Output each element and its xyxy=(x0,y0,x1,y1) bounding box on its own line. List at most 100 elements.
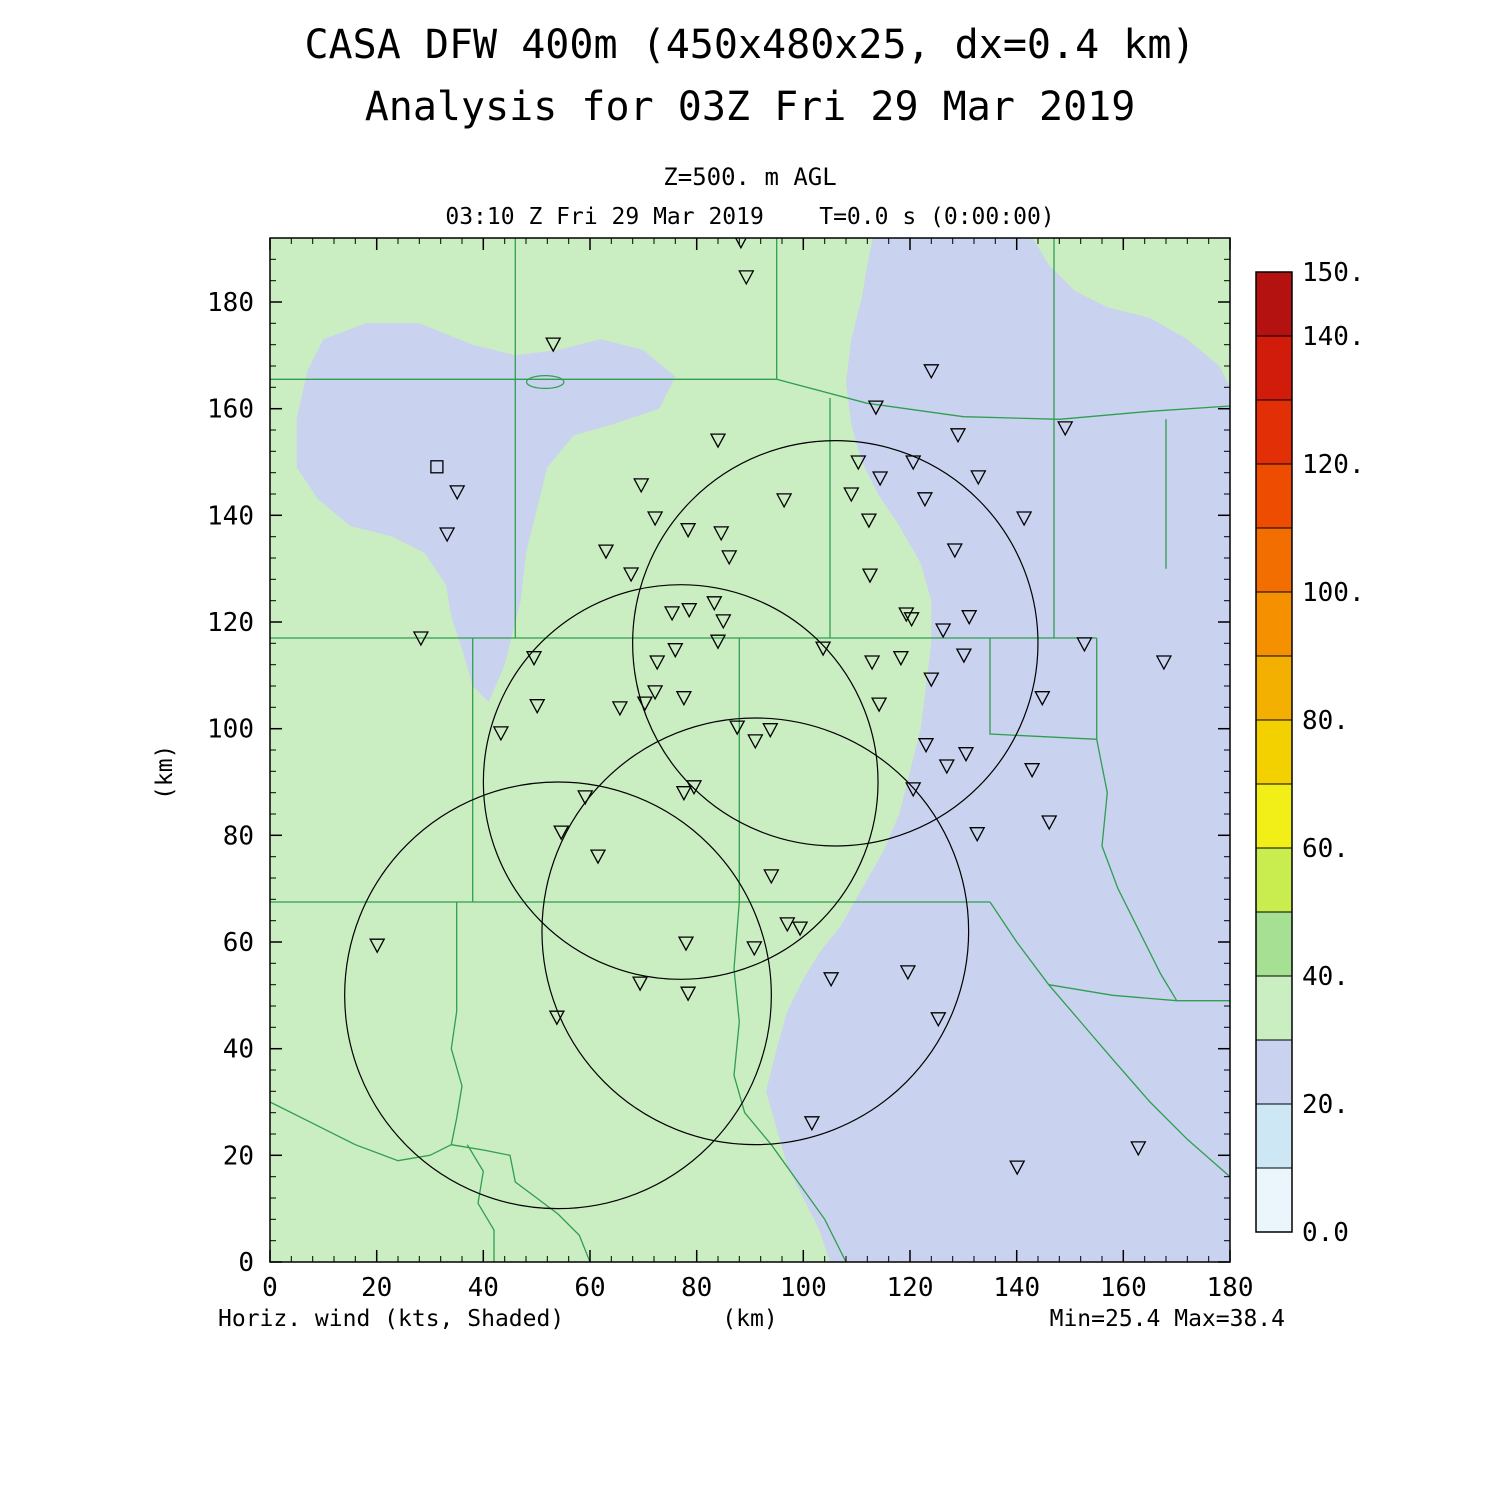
county-line xyxy=(733,901,847,1262)
county-line xyxy=(270,1101,452,1162)
station-marker xyxy=(553,825,570,841)
colorbar-segment xyxy=(1255,463,1293,529)
station-marker xyxy=(923,364,940,380)
station-marker xyxy=(369,938,386,954)
station-marker xyxy=(492,726,509,742)
county-line xyxy=(776,378,1230,420)
station-marker xyxy=(1130,1141,1147,1157)
x-axis-tick-label: 120 xyxy=(887,1273,934,1303)
colorbar-label: 60. xyxy=(1302,834,1349,864)
colorbar-label: 140. xyxy=(1302,322,1365,352)
station-marker xyxy=(970,470,987,486)
colorbar-segment xyxy=(1255,591,1293,657)
station-marker xyxy=(946,543,963,559)
station-marker xyxy=(871,697,888,713)
colorbar-label: 80. xyxy=(1302,706,1349,736)
station-marker xyxy=(677,936,695,952)
station-marker xyxy=(905,455,922,471)
station-marker xyxy=(439,527,456,543)
county-line xyxy=(1048,984,1230,1002)
colorbar-segment xyxy=(1255,335,1293,401)
station-marker xyxy=(709,634,727,650)
county-line xyxy=(466,1144,495,1262)
station-marker xyxy=(721,550,738,566)
station-marker xyxy=(803,1116,820,1132)
colorbar-label: 0.0 xyxy=(1302,1218,1349,1248)
station-marker xyxy=(843,487,860,503)
x-axis-tick-label: 160 xyxy=(1100,1273,1147,1303)
y-axis-tick-label: 0 xyxy=(238,1248,254,1278)
station-marker xyxy=(872,471,889,487)
station-marker xyxy=(647,511,664,527)
station-marker xyxy=(938,759,955,775)
station-marker xyxy=(779,917,796,933)
station-marker xyxy=(1009,1160,1026,1176)
colorbar-segment xyxy=(1255,655,1293,721)
station-marker xyxy=(762,723,779,739)
station-marker xyxy=(867,400,884,416)
colorbar-segment xyxy=(1255,911,1293,977)
square-marker xyxy=(430,460,444,474)
colorbar-segment xyxy=(1255,1039,1293,1105)
minmax-label: Min=25.4 Max=38.4 xyxy=(1049,1306,1285,1332)
station-marker xyxy=(1034,691,1051,707)
station-marker xyxy=(706,596,723,612)
station-marker xyxy=(729,720,746,736)
county-line xyxy=(451,1144,591,1262)
colorbar-segment xyxy=(1255,271,1293,337)
station-marker xyxy=(899,965,916,981)
colorbar-label: 150. xyxy=(1302,258,1365,288)
station-marker xyxy=(860,513,877,529)
station-marker xyxy=(815,641,832,657)
station-marker xyxy=(969,827,986,843)
station-marker xyxy=(715,614,732,630)
station-marker xyxy=(746,941,763,957)
x-axis-title: (km) xyxy=(722,1306,778,1332)
station-marker xyxy=(917,738,935,754)
y-axis-tick-label: 180 xyxy=(207,288,254,318)
x-axis-tick-label: 140 xyxy=(993,1273,1040,1303)
colorbar-outline xyxy=(1255,271,1293,1233)
time-label: 03:10 Z Fri 29 Mar 2019 T=0.0 s (0:00:00… xyxy=(445,204,1055,230)
y-axis-tick-label: 160 xyxy=(207,395,254,425)
x-axis-tick-label: 20 xyxy=(361,1273,392,1303)
colorbar-segment xyxy=(1255,1167,1293,1233)
station-marker xyxy=(647,685,664,701)
station-marker xyxy=(738,270,755,286)
station-marker xyxy=(949,428,967,444)
y-axis-tick-label: 80 xyxy=(223,821,254,851)
station-marker xyxy=(1041,815,1058,831)
x-axis-tick-label: 80 xyxy=(681,1273,712,1303)
colorbar-segment xyxy=(1255,399,1293,465)
station-marker xyxy=(1024,763,1041,779)
y-axis-tick-label: 20 xyxy=(223,1141,254,1171)
station-marker xyxy=(792,921,809,937)
y-axis-tick-label: 140 xyxy=(207,501,254,531)
station-marker xyxy=(916,492,933,508)
station-marker xyxy=(1057,421,1074,437)
station-marker xyxy=(589,849,607,865)
colorbar-label: 20. xyxy=(1302,1090,1349,1120)
station-marker xyxy=(961,610,978,626)
x-axis-tick-label: 0 xyxy=(262,1273,278,1303)
station-marker xyxy=(861,568,879,584)
station-marker xyxy=(892,651,909,667)
station-marker xyxy=(667,643,684,659)
station-marker xyxy=(529,699,546,715)
station-marker xyxy=(1076,637,1093,653)
map-layer xyxy=(270,238,1230,1262)
colorbar-segment xyxy=(1255,847,1293,913)
x-axis-tick-label: 60 xyxy=(574,1273,605,1303)
station-marker xyxy=(675,786,692,802)
y-axis-tick-label: 120 xyxy=(207,608,254,638)
colorbar-segment xyxy=(1255,527,1293,593)
station-marker xyxy=(1016,511,1033,527)
colorbar-segment xyxy=(1255,975,1293,1041)
station-marker xyxy=(1155,655,1172,671)
colorbar-segment xyxy=(1255,1103,1293,1169)
radar-range-circle xyxy=(482,584,879,980)
station-marker xyxy=(449,485,466,501)
y-axis-tick-label: 100 xyxy=(207,715,254,745)
station-marker xyxy=(823,972,840,988)
